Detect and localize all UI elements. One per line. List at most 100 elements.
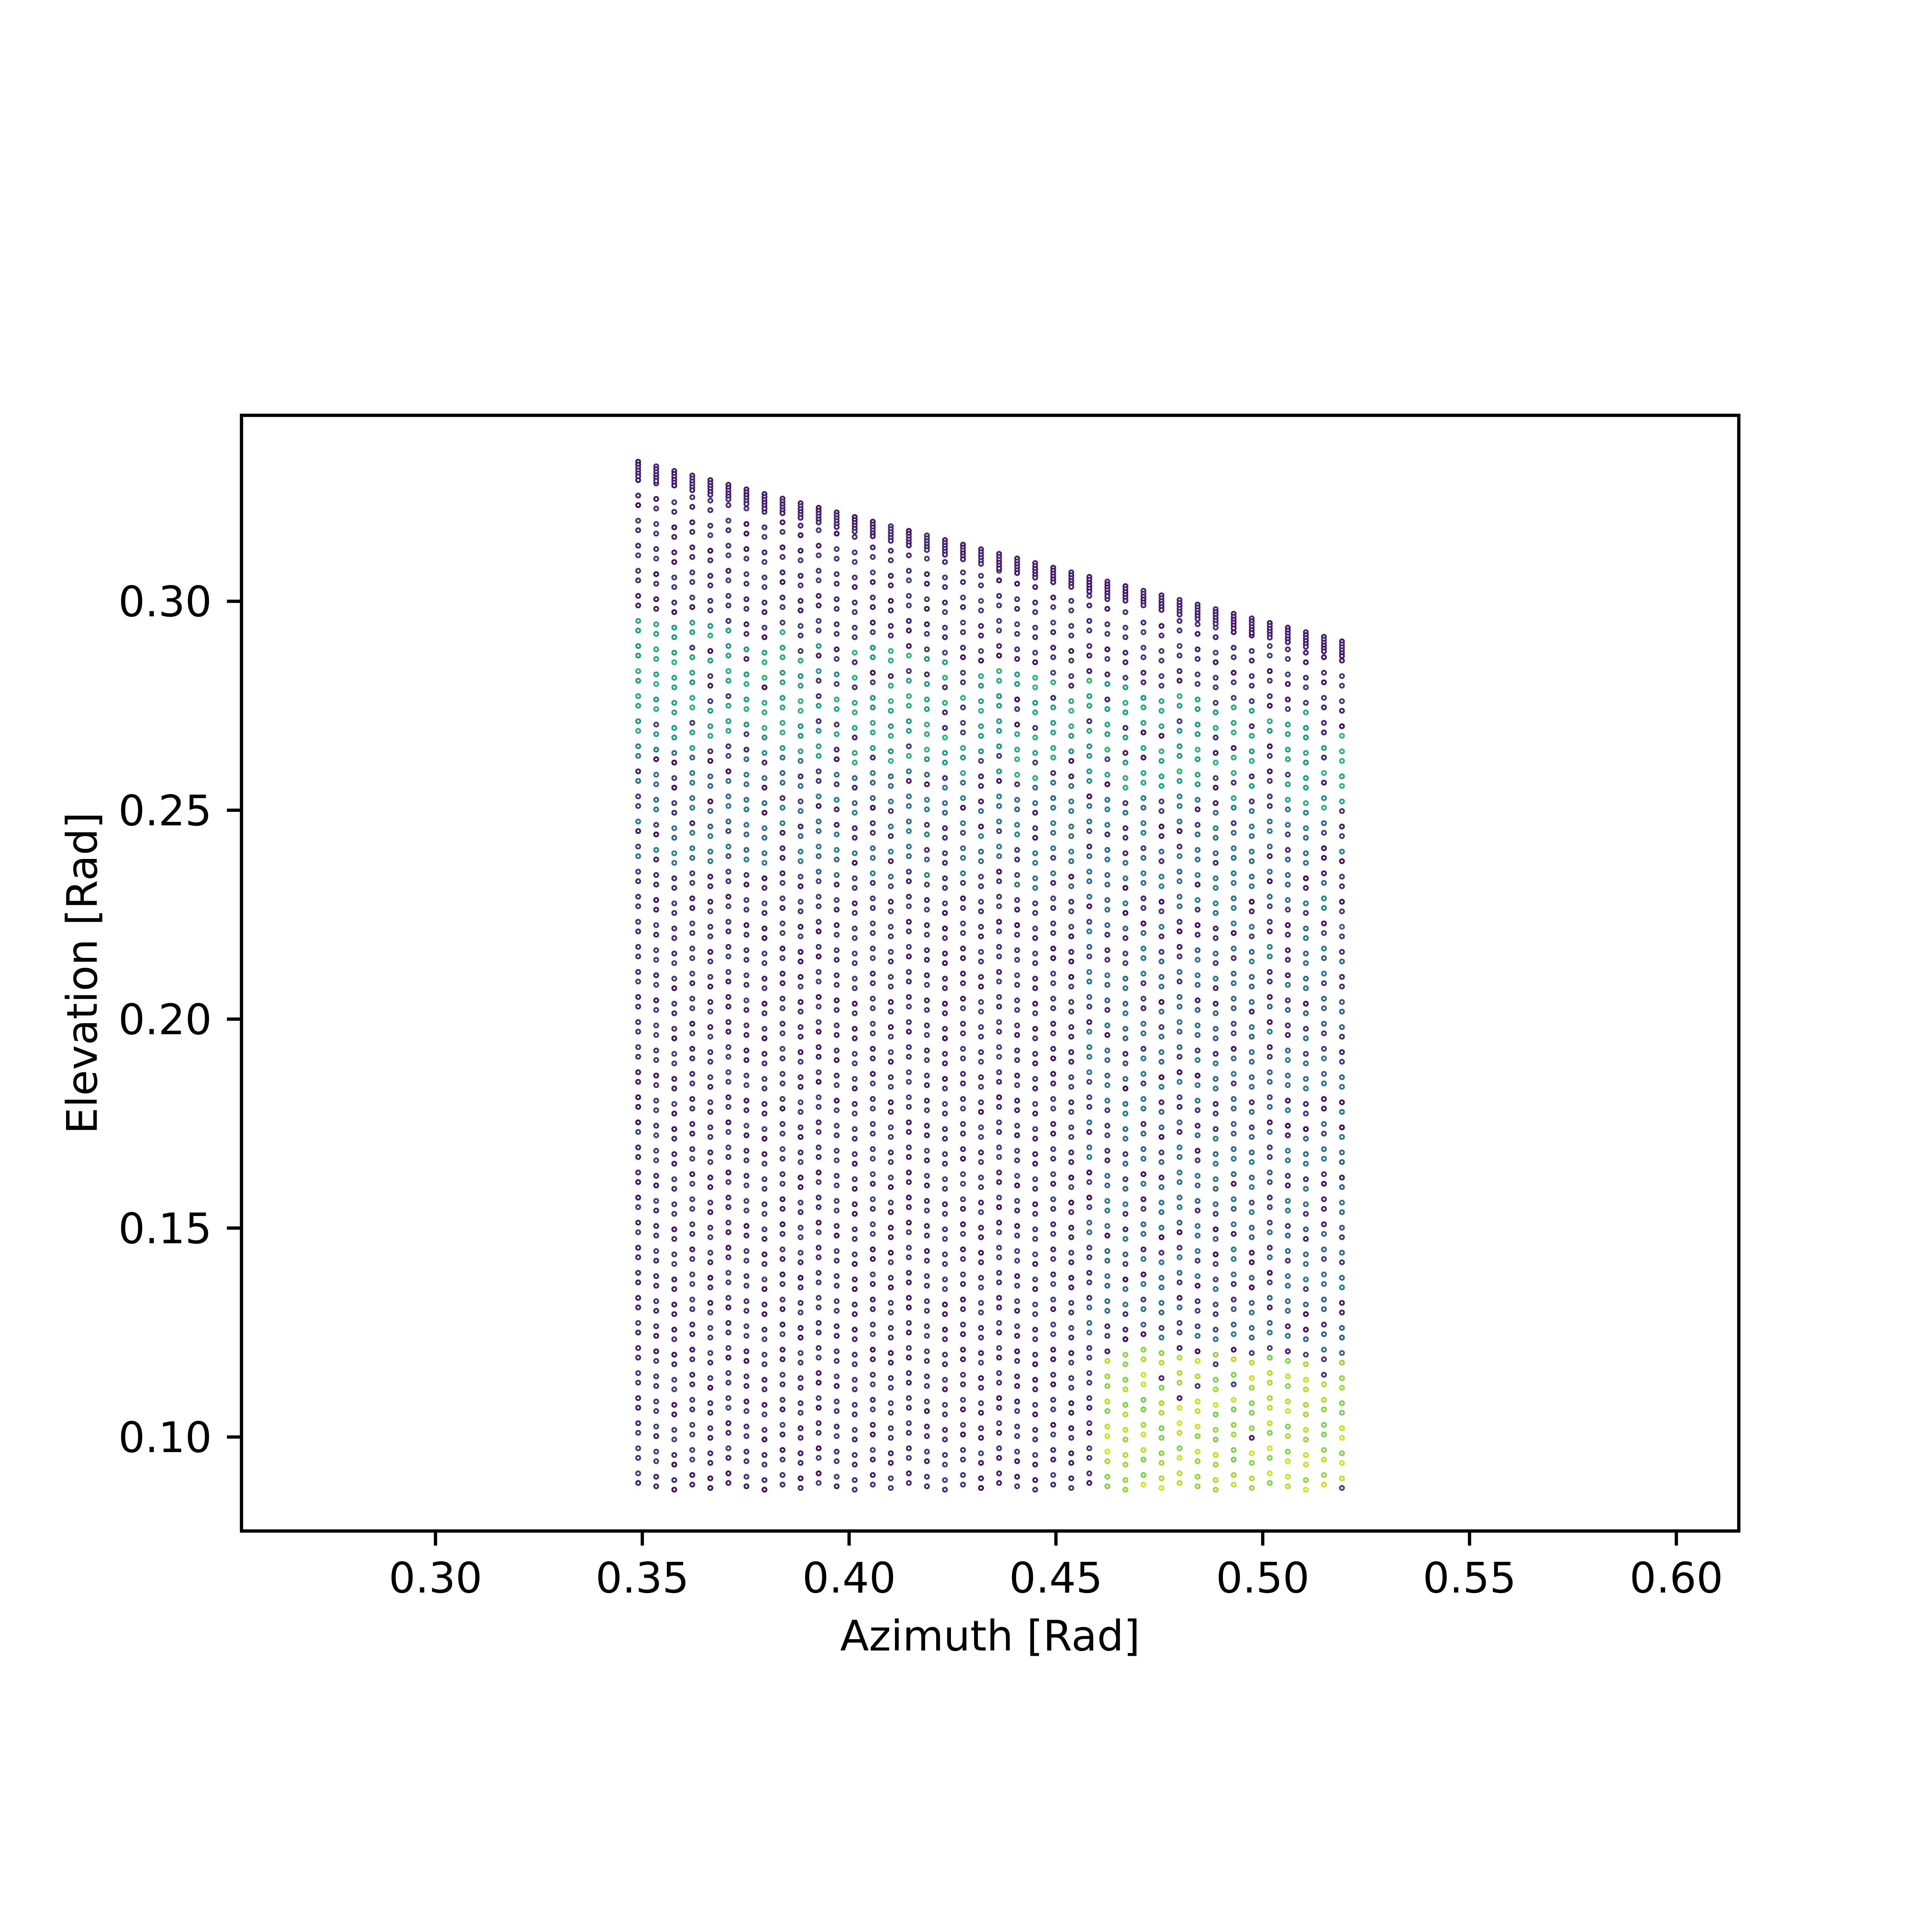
scatter-point bbox=[996, 894, 1002, 900]
scatter-point bbox=[779, 1206, 786, 1212]
scatter-point bbox=[743, 1398, 750, 1405]
scatter-point bbox=[635, 1320, 641, 1326]
scatter-point bbox=[1068, 1234, 1074, 1240]
scatter-point bbox=[1158, 1460, 1165, 1466]
scatter-point bbox=[960, 1196, 966, 1202]
scatter-point bbox=[1213, 1201, 1219, 1208]
scatter-point bbox=[852, 1111, 858, 1117]
scatter-point bbox=[1267, 1270, 1273, 1276]
scatter-point bbox=[671, 1327, 677, 1333]
scatter-point bbox=[816, 653, 822, 659]
scatter-point bbox=[960, 1472, 966, 1478]
scatter-point bbox=[1014, 606, 1020, 612]
scatter-point bbox=[1014, 982, 1020, 988]
scatter-point bbox=[1339, 1275, 1345, 1281]
scatter-point bbox=[906, 1104, 912, 1110]
scatter-point bbox=[1194, 1157, 1201, 1163]
scatter-point bbox=[942, 800, 948, 806]
scatter-point bbox=[707, 758, 713, 764]
scatter-point bbox=[888, 1109, 894, 1115]
scatter-point bbox=[653, 1308, 659, 1314]
scatter-point bbox=[870, 996, 876, 1002]
scatter-point bbox=[761, 850, 767, 856]
scatter-point bbox=[1321, 880, 1327, 886]
scatter-point bbox=[996, 1145, 1002, 1151]
scatter-point bbox=[870, 1196, 876, 1202]
scatter-point bbox=[1267, 1395, 1273, 1401]
scatter-point bbox=[996, 1204, 1002, 1210]
scatter-point bbox=[761, 1226, 767, 1232]
scatter-point bbox=[707, 573, 713, 579]
scatter-point bbox=[1068, 783, 1074, 789]
scatter-point bbox=[1014, 856, 1020, 862]
y-tick-label: 0.20 bbox=[118, 995, 212, 1044]
scatter-point bbox=[635, 543, 641, 549]
scatter-point bbox=[1267, 1194, 1273, 1201]
scatter-point bbox=[1321, 1096, 1327, 1102]
scatter-point bbox=[1068, 808, 1074, 814]
scatter-point bbox=[798, 1109, 804, 1115]
scatter-point bbox=[725, 1370, 731, 1376]
scatter-point bbox=[1140, 820, 1146, 826]
scatter-point bbox=[1213, 951, 1219, 957]
scatter-point bbox=[960, 930, 966, 936]
scatter-point bbox=[1104, 671, 1111, 677]
scatter-point bbox=[960, 1055, 966, 1061]
scatter-point bbox=[924, 1148, 930, 1154]
scatter-point bbox=[1140, 1256, 1146, 1262]
scatter-point bbox=[761, 1211, 767, 1217]
scatter-point bbox=[1213, 1311, 1219, 1317]
scatter-point bbox=[1321, 795, 1327, 801]
scatter-point bbox=[761, 976, 767, 982]
scatter-point bbox=[725, 969, 731, 975]
scatter-point bbox=[1285, 997, 1291, 1003]
scatter-point bbox=[924, 1048, 930, 1054]
scatter-point bbox=[743, 922, 750, 928]
x-axis-label: Azimuth [Rad] bbox=[840, 1611, 1140, 1660]
scatter-point bbox=[816, 1254, 822, 1260]
scatter-point bbox=[960, 1306, 966, 1312]
scatter-point bbox=[1213, 1076, 1219, 1082]
scatter-point bbox=[743, 1423, 750, 1430]
scatter-point bbox=[743, 521, 750, 527]
scatter-point bbox=[1014, 696, 1020, 702]
scatter-point bbox=[924, 1333, 930, 1339]
scatter-point bbox=[996, 1029, 1002, 1035]
scatter-point bbox=[906, 818, 912, 825]
scatter-point bbox=[725, 1430, 731, 1436]
scatter-point bbox=[816, 768, 822, 774]
scatter-point bbox=[1177, 1330, 1183, 1336]
scatter-point bbox=[1285, 1048, 1291, 1054]
scatter-point bbox=[996, 1254, 1002, 1260]
scatter-point bbox=[1285, 806, 1291, 813]
scatter-point bbox=[1158, 1310, 1165, 1316]
scatter-point bbox=[1248, 723, 1255, 729]
scatter-point bbox=[1321, 1231, 1327, 1237]
scatter-point bbox=[653, 806, 659, 813]
scatter-point bbox=[1303, 1361, 1309, 1367]
scatter-point bbox=[1248, 1084, 1255, 1090]
scatter-point bbox=[1231, 1171, 1237, 1177]
scatter-point bbox=[888, 958, 894, 964]
scatter-point bbox=[725, 643, 731, 649]
scatter-point bbox=[671, 609, 677, 615]
scatter-point bbox=[761, 960, 767, 966]
scatter-point bbox=[1122, 925, 1129, 932]
scatter-point bbox=[725, 743, 731, 749]
scatter-point bbox=[870, 619, 876, 626]
scatter-point bbox=[870, 1306, 876, 1312]
scatter-point bbox=[924, 1449, 930, 1455]
scatter-point bbox=[1194, 1057, 1201, 1063]
scatter-point bbox=[852, 885, 858, 891]
scatter-point bbox=[978, 1134, 984, 1140]
scatter-point bbox=[1248, 1375, 1255, 1381]
scatter-point bbox=[1140, 955, 1146, 961]
scatter-point bbox=[960, 1105, 966, 1112]
scatter-point bbox=[1158, 874, 1165, 880]
scatter-point bbox=[689, 1096, 696, 1102]
scatter-point bbox=[1032, 1301, 1038, 1308]
scatter-point bbox=[761, 1377, 767, 1383]
scatter-point bbox=[978, 1250, 984, 1256]
scatter-point bbox=[1248, 949, 1255, 955]
scatter-point bbox=[1032, 960, 1038, 966]
